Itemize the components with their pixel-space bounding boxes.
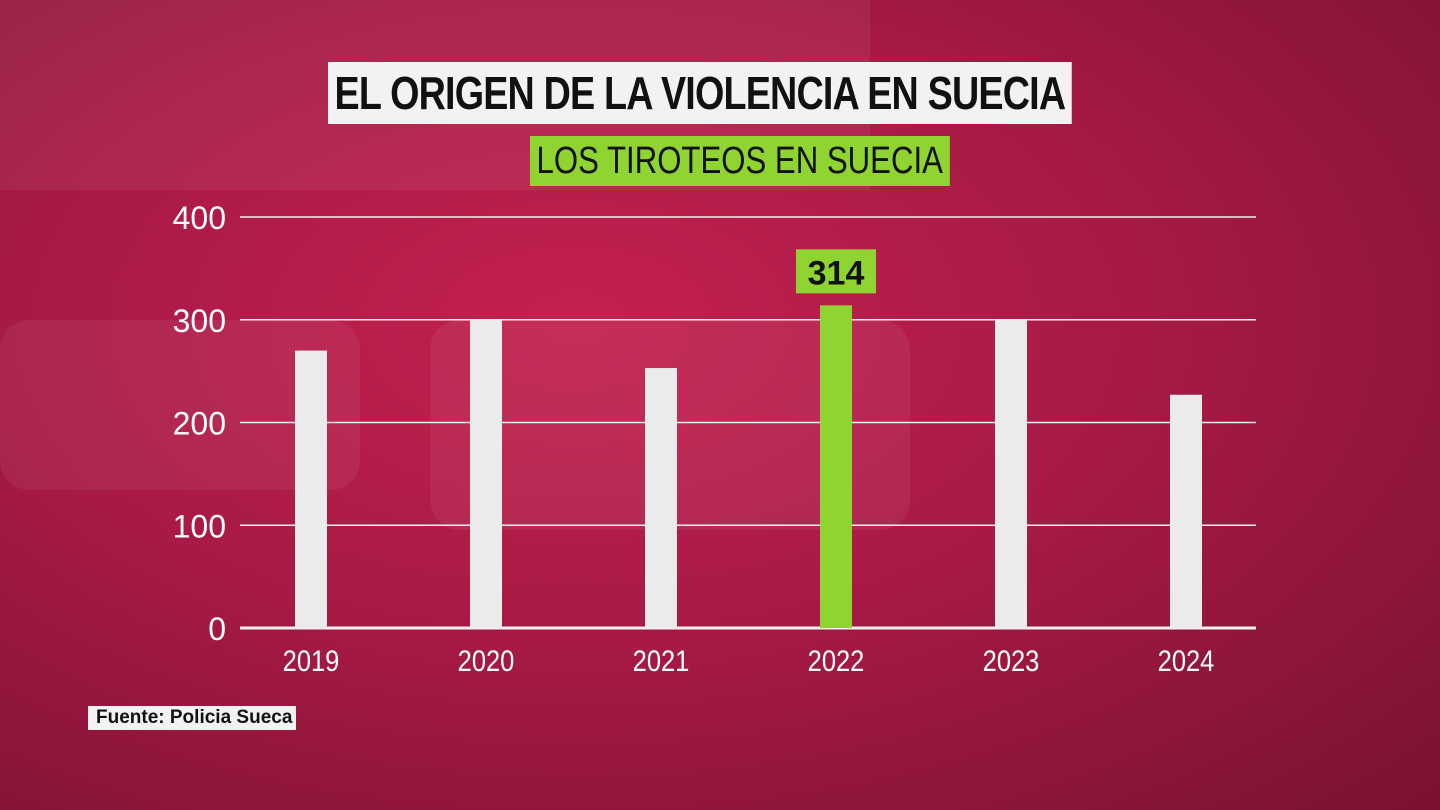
chart-title: EL ORIGEN DE LA VIOLENCIA EN SUECIA xyxy=(328,62,1072,124)
data-label-background xyxy=(796,249,876,294)
y-tick-label: 100 xyxy=(173,508,226,544)
bar-2024 xyxy=(1170,394,1202,628)
x-tick-label: 2024 xyxy=(1158,644,1215,677)
y-tick-label: 200 xyxy=(173,406,226,442)
bar-2021 xyxy=(645,368,677,628)
y-tick-label: 0 xyxy=(208,611,226,647)
x-tick-label: 2022 xyxy=(808,644,865,677)
bar-2022 xyxy=(820,305,852,628)
y-tick-label: 300 xyxy=(173,303,226,339)
bar-2019 xyxy=(295,350,327,628)
source-label: Fuente: Policia Sueca xyxy=(88,706,297,730)
y-tick-label: 400 xyxy=(173,200,226,236)
bar-2023 xyxy=(995,319,1027,628)
x-tick-label: 2021 xyxy=(633,644,690,677)
x-tick-label: 2020 xyxy=(458,644,515,677)
chart-subtitle: LOS TIROTEOS EN SUECIA xyxy=(530,136,950,186)
bar-2020 xyxy=(470,319,502,628)
data-label: 314 xyxy=(808,254,865,292)
x-tick-label: 2023 xyxy=(983,644,1040,677)
x-tick-label: 2019 xyxy=(283,644,340,677)
